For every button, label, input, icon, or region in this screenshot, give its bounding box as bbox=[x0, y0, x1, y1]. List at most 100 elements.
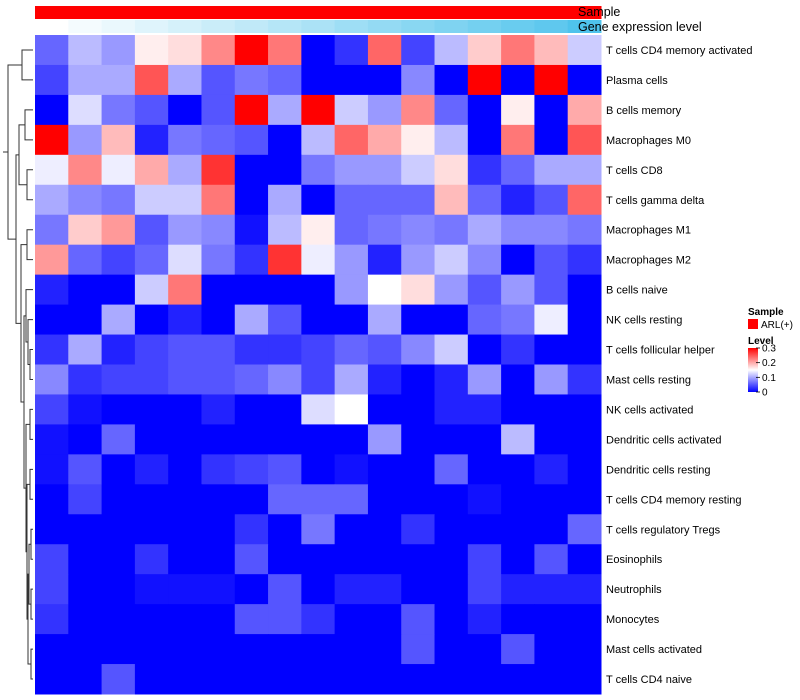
heatmap-cell bbox=[101, 544, 136, 575]
heatmap-cell bbox=[168, 664, 202, 695]
heatmap-cell bbox=[68, 424, 103, 455]
heatmap-cell bbox=[201, 484, 236, 515]
heatmap-cell bbox=[434, 454, 469, 485]
row-label: B cells memory bbox=[606, 105, 682, 117]
heatmap-cell bbox=[68, 544, 103, 575]
heatmap-cell bbox=[501, 274, 535, 306]
heatmap-cell bbox=[501, 154, 535, 186]
gene-expression-annotation-cell bbox=[234, 20, 269, 33]
heatmap-cell bbox=[334, 544, 369, 575]
heatmap-cell bbox=[268, 334, 302, 365]
heatmap-cell bbox=[367, 35, 402, 66]
heatmap-cell bbox=[168, 64, 202, 96]
heatmap-cell bbox=[35, 604, 69, 635]
heatmap-cell bbox=[35, 664, 69, 695]
heatmap-cell bbox=[268, 124, 302, 156]
sample-annotation-cell bbox=[68, 6, 103, 19]
heatmap-cell bbox=[434, 274, 469, 306]
sample-annotation-cell bbox=[201, 6, 236, 19]
heatmap-cell bbox=[301, 334, 336, 365]
heatmap-cell bbox=[367, 634, 402, 665]
heatmap-cell bbox=[367, 244, 402, 276]
heatmap-cell bbox=[301, 35, 336, 66]
heatmap-cell bbox=[101, 424, 136, 455]
heatmap-cell bbox=[268, 304, 302, 336]
gene-expression-annotation-cell bbox=[467, 20, 502, 33]
heatmap-cell bbox=[367, 394, 402, 425]
heatmap-cell bbox=[301, 514, 336, 545]
legend-tick-label: 0.2 bbox=[762, 358, 776, 369]
heatmap-cell bbox=[467, 634, 502, 665]
heatmap-cell bbox=[35, 124, 69, 156]
sample-annotation-cell bbox=[434, 6, 469, 19]
heatmap-cell bbox=[201, 35, 236, 66]
heatmap-cell bbox=[68, 484, 103, 515]
heatmap-cell bbox=[68, 394, 103, 425]
heatmap-cell bbox=[334, 154, 369, 186]
heatmap-cell bbox=[334, 604, 369, 635]
dendrogram-branch bbox=[7, 64, 22, 240]
heatmap-cell bbox=[68, 64, 103, 96]
heatmap-cell bbox=[467, 454, 502, 485]
heatmap-cell bbox=[567, 634, 602, 665]
heatmap-cell bbox=[534, 364, 569, 395]
heatmap-cell bbox=[68, 244, 103, 276]
heatmap-cell bbox=[201, 184, 236, 216]
heatmap-cell bbox=[234, 274, 269, 306]
heatmap-cell bbox=[201, 664, 236, 695]
heatmap-cell bbox=[501, 394, 535, 425]
heatmap-cell bbox=[268, 274, 302, 306]
heatmap-cell bbox=[401, 664, 436, 695]
heatmap-cell bbox=[134, 64, 169, 96]
heatmap-cell bbox=[68, 304, 103, 336]
heatmap-cell bbox=[268, 664, 302, 695]
heatmap-cell bbox=[467, 484, 502, 515]
dendrogram-branch bbox=[29, 349, 33, 380]
heatmap-cell bbox=[101, 35, 136, 66]
row-label: T cells CD4 memory activated bbox=[606, 45, 753, 57]
heatmap-cell bbox=[334, 574, 369, 605]
heatmap-cell bbox=[401, 304, 436, 336]
heatmap-cell bbox=[501, 304, 535, 336]
heatmap-cell bbox=[168, 634, 202, 665]
row-label: NK cells activated bbox=[606, 404, 693, 416]
heatmap-cell bbox=[467, 664, 502, 695]
heatmap-cell bbox=[567, 304, 602, 336]
heatmap-cell bbox=[467, 214, 502, 246]
heatmap-cell bbox=[35, 184, 69, 216]
sample-annotation-cell bbox=[534, 6, 569, 19]
gene-expression-annotation-cell bbox=[367, 20, 402, 33]
heatmap-cell bbox=[68, 124, 103, 156]
legend-tick-label: 0.3 bbox=[762, 344, 776, 355]
heatmap-cell bbox=[301, 604, 336, 635]
heatmap-cell bbox=[234, 604, 269, 635]
heatmap-cell bbox=[101, 604, 136, 635]
heatmap-cell bbox=[467, 424, 502, 455]
heatmap-cell bbox=[534, 64, 569, 96]
heatmap-cell bbox=[134, 274, 169, 306]
heatmap-cell bbox=[134, 364, 169, 395]
heatmap-cell bbox=[201, 154, 236, 186]
heatmap-cell bbox=[534, 634, 569, 665]
heatmap-cell bbox=[534, 154, 569, 186]
legend-sample-swatch bbox=[748, 319, 758, 329]
heatmap-cell bbox=[168, 184, 202, 216]
heatmap-cell bbox=[367, 124, 402, 156]
heatmap-cell bbox=[134, 574, 169, 605]
heatmap-cell bbox=[534, 184, 569, 216]
row-label: B cells naive bbox=[606, 285, 668, 297]
row-label: T cells CD8 bbox=[606, 165, 663, 177]
heatmap-cell bbox=[301, 214, 336, 246]
heatmap-cell bbox=[367, 664, 402, 695]
heatmap-cell bbox=[467, 124, 502, 156]
heatmap-cell bbox=[234, 364, 269, 395]
heatmap-cell bbox=[467, 394, 502, 425]
heatmap-cell bbox=[268, 634, 302, 665]
gene-expression-annotation-cell bbox=[201, 20, 236, 33]
row-label: Eosinophils bbox=[606, 554, 663, 566]
row-labels: T cells CD4 memory activated Plasma cells… bbox=[606, 45, 753, 686]
heatmap-cell bbox=[234, 454, 269, 485]
heatmap-cell bbox=[168, 574, 202, 605]
heatmap-cell bbox=[534, 664, 569, 695]
heatmap-cell bbox=[401, 334, 436, 365]
